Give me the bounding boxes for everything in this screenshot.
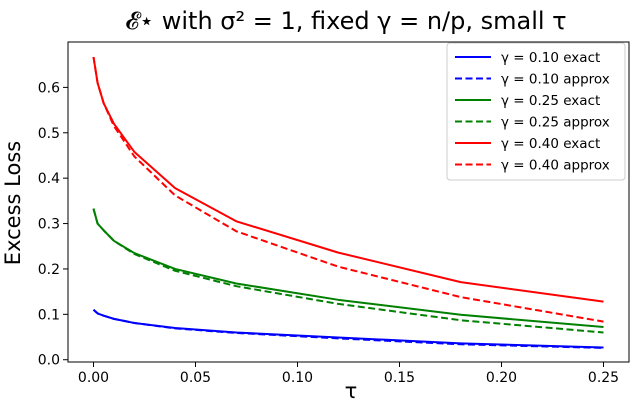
y-axis-label: Excess Loss xyxy=(1,141,25,265)
legend-label-1: γ = 0.10 approx xyxy=(501,72,610,88)
legend-box xyxy=(446,42,626,181)
chart-title: 𝓔⋆ with σ² = 1, fixed γ = n/p, small τ xyxy=(125,7,566,35)
x-tick-label: 0.25 xyxy=(588,370,619,386)
x-axis-label: τ xyxy=(345,379,358,403)
y-tick-label: 0.0 xyxy=(38,353,60,369)
series-line-2 xyxy=(92,208,604,329)
x-tick-label: 0.00 xyxy=(78,370,109,386)
y-tick-label: 0.6 xyxy=(38,80,60,96)
series-line-1 xyxy=(92,309,604,349)
y-tick-label: 0.5 xyxy=(38,126,60,142)
y-tick-label: 0.1 xyxy=(38,307,60,323)
y-tick-label: 0.4 xyxy=(38,171,60,187)
y-tick-label: 0.3 xyxy=(38,217,60,233)
x-tick-label: 0.10 xyxy=(282,370,313,386)
legend-label-0: γ = 0.10 exact xyxy=(501,50,600,66)
legend-label-4: γ = 0.40 exact xyxy=(501,136,600,152)
legend-label-2: γ = 0.25 exact xyxy=(501,93,600,109)
legend-label-3: γ = 0.25 approx xyxy=(501,115,610,131)
plot-area: 0.00 0.05 0.10 0.15 0.20 0.25 0.0 0.1 0.2 0.3 0.4 0… xyxy=(38,41,630,386)
x-tick-label: 0.05 xyxy=(180,370,211,386)
axes-frame xyxy=(67,41,630,363)
series-line-5 xyxy=(92,56,604,323)
legend: γ = 0.10 exact γ = 0.10 approx γ = 0.25 ex… xyxy=(446,42,626,181)
legend-label-5: γ = 0.40 approx xyxy=(501,158,610,174)
x-tick-label: 0.15 xyxy=(384,370,415,386)
series-line-3 xyxy=(92,208,604,334)
x-tick-label: 0.20 xyxy=(486,370,517,386)
y-tick-label: 0.2 xyxy=(38,262,60,278)
